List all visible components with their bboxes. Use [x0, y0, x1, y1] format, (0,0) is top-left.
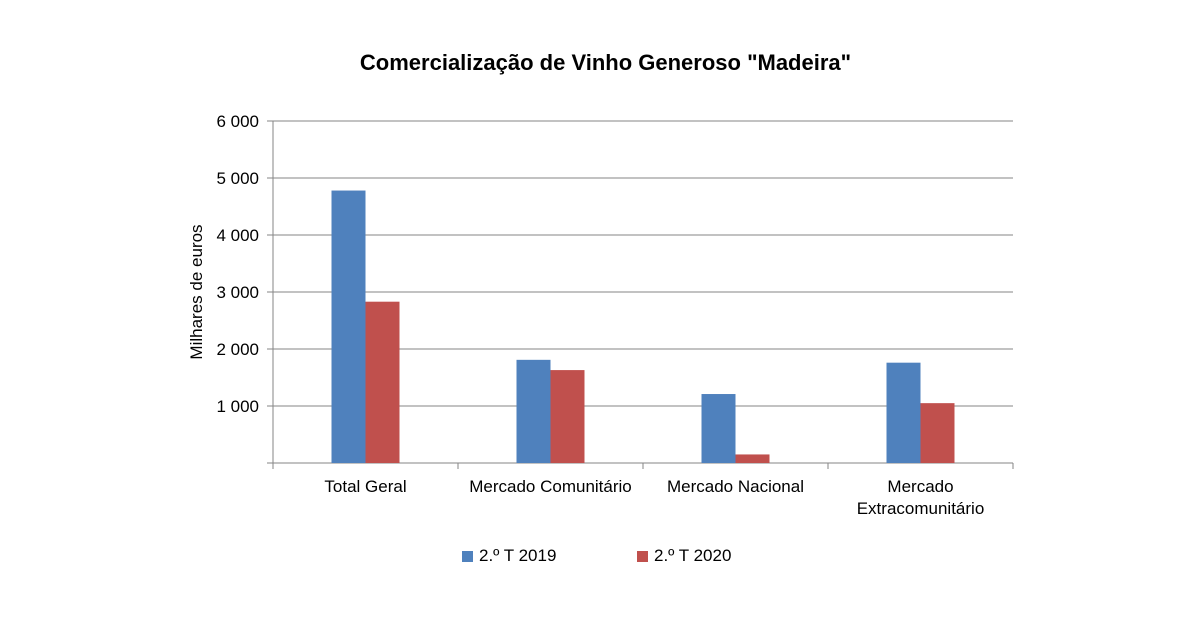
y-axis-label: Milhares de euros	[187, 224, 206, 359]
legend-label-2019: 2.º T 2019	[479, 546, 557, 565]
legend-item-2020: 2.º T 2020	[637, 546, 731, 566]
chart-title: Comercialização de Vinho Generoso "Madei…	[359, 50, 852, 75]
bar-2020	[735, 454, 770, 463]
x-tick-label: Total Geral	[324, 477, 406, 496]
bar-2020	[365, 301, 400, 463]
y-tick-label: 4 000	[216, 226, 259, 245]
x-tick-label: Mercado Comunitário	[469, 477, 632, 496]
bar-2019	[886, 362, 921, 463]
bar-2020	[920, 403, 955, 463]
x-tick-label: Mercado Nacional	[667, 477, 804, 496]
bar-2019	[331, 190, 366, 464]
y-tick-label: 6 000	[216, 112, 259, 131]
legend-swatch-2020	[637, 550, 648, 562]
legend-swatch-2019	[462, 550, 473, 562]
bar-2019	[516, 359, 551, 463]
x-tick-label: Extracomunitário	[857, 499, 985, 518]
legend-item-2019: 2.º T 2019	[462, 546, 556, 566]
bar-2019	[701, 394, 736, 463]
legend-label-2020: 2.º T 2020	[654, 546, 732, 565]
y-tick-label: 2 000	[216, 340, 259, 359]
legend: 2.º T 2019 2.º T 2020	[0, 546, 1200, 570]
x-tick-label: Mercado	[887, 477, 953, 496]
y-tick-label: 3 000	[216, 283, 259, 302]
bar-2020	[550, 370, 585, 463]
y-tick-label: 5 000	[216, 169, 259, 188]
y-tick-label: 1 000	[216, 397, 259, 416]
